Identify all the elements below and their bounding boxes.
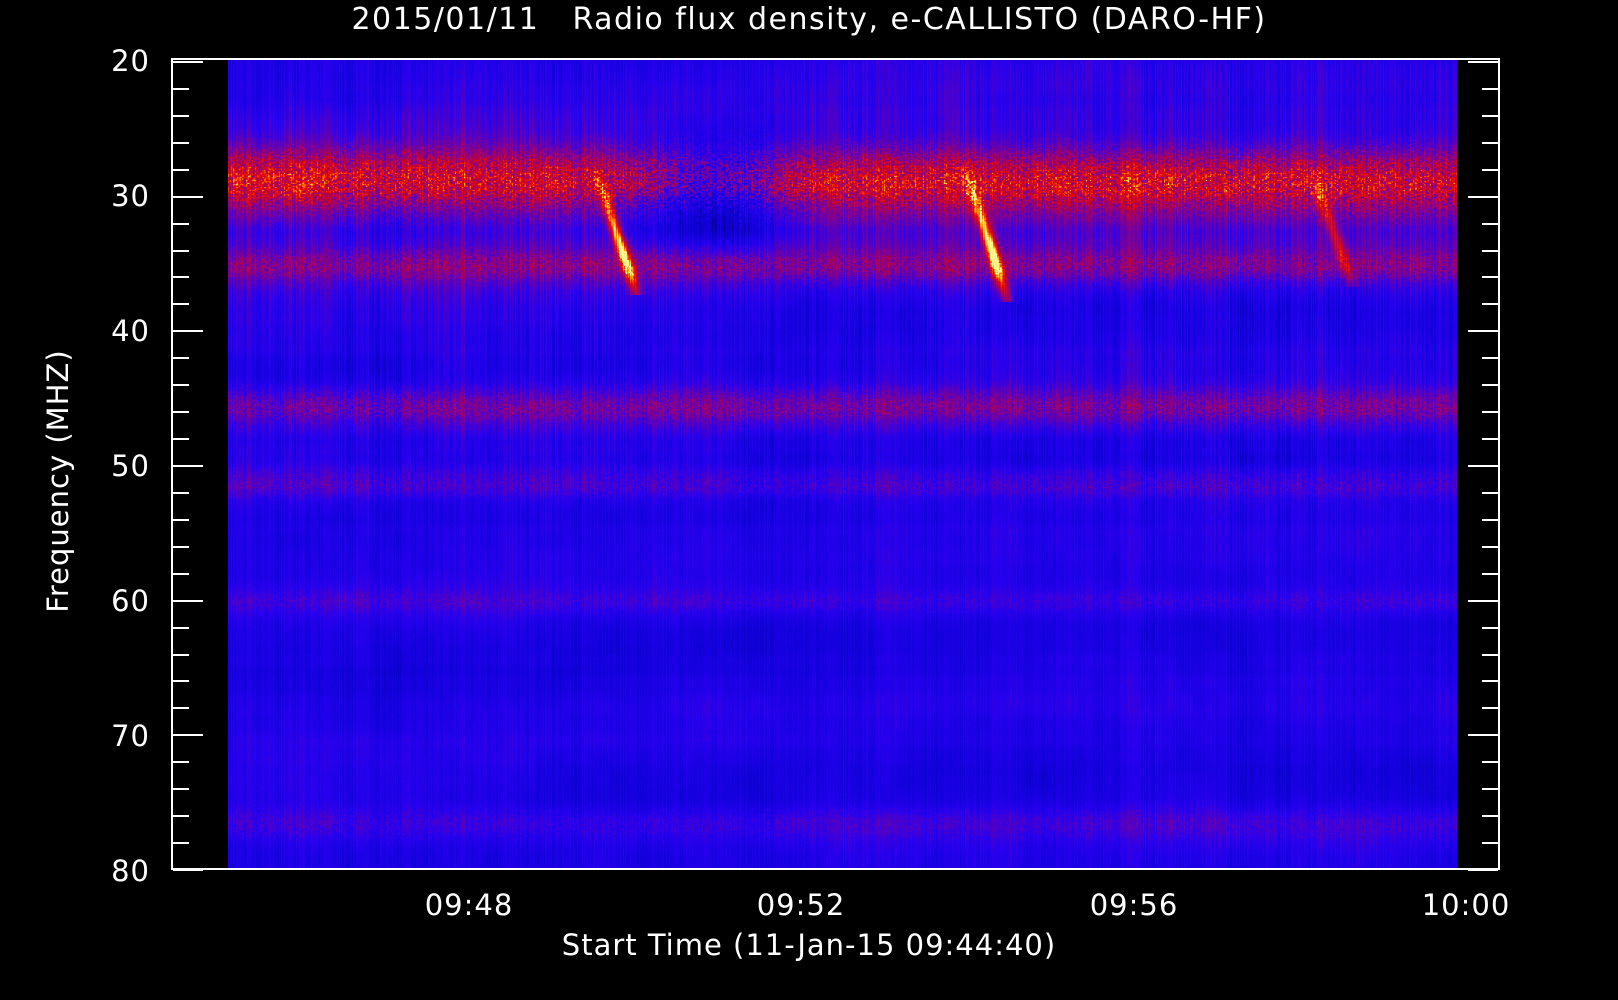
y-axis-minor-tick (1482, 141, 1498, 144)
y-axis-minor-tick (1482, 518, 1498, 521)
y-axis-minor-tick (173, 222, 189, 225)
y-axis-minor-tick (1482, 572, 1498, 575)
y-axis-minor-tick (173, 384, 189, 387)
y-axis-minor-tick (1482, 114, 1498, 117)
y-axis-minor-tick (1482, 788, 1498, 791)
y-axis-minor-tick (173, 707, 189, 710)
y-axis-minor-tick (1482, 626, 1498, 629)
y-axis-minor-tick (1482, 168, 1498, 171)
y-axis-minor-tick (1482, 303, 1498, 306)
y-axis-minor-tick (1482, 384, 1498, 387)
y-tick-label-70: 70 (111, 719, 150, 753)
spectrogram-image (228, 60, 1457, 868)
x-tick-label-1000: 10:00 (1421, 888, 1511, 922)
y-tick-label-40: 40 (111, 314, 150, 348)
y-axis-minor-tick (173, 491, 189, 494)
y-axis-minor-tick (173, 438, 189, 441)
y-axis-minor-tick (173, 114, 189, 117)
y-axis-major-tick (1468, 330, 1498, 333)
y-axis-minor-tick (1482, 491, 1498, 494)
y-axis-major-tick (1468, 734, 1498, 737)
y-axis-major-tick (173, 599, 203, 602)
y-axis-major-tick (173, 330, 203, 333)
y-axis-minor-tick (173, 545, 189, 548)
y-axis-minor-tick (173, 788, 189, 791)
x-tick-label-0956: 09:56 (1089, 888, 1179, 922)
y-tick-label-30: 30 (111, 179, 150, 213)
y-axis-minor-tick (173, 653, 189, 656)
y-axis-minor-tick (1482, 707, 1498, 710)
y-axis-minor-tick (1482, 222, 1498, 225)
y-axis-title-wrap: Frequency (MHZ) (0, 0, 75, 612)
spectrogram-canvas (228, 60, 1457, 868)
y-axis-minor-tick (173, 518, 189, 521)
y-axis-minor-tick (173, 626, 189, 629)
y-tick-label-60: 60 (111, 584, 150, 618)
y-axis-minor-tick (1482, 87, 1498, 90)
x-tick-label-0952: 09:52 (756, 888, 846, 922)
y-tick-label-50: 50 (111, 449, 150, 483)
y-axis-minor-tick (1482, 411, 1498, 414)
y-axis-minor-tick (173, 357, 189, 360)
y-axis-major-tick (1468, 61, 1498, 63)
y-axis-minor-tick (1482, 438, 1498, 441)
y-axis-minor-tick (173, 411, 189, 414)
y-axis-minor-tick (1482, 653, 1498, 656)
y-axis-major-tick (1468, 465, 1498, 467)
y-axis-minor-tick (173, 87, 189, 90)
y-axis-major-tick (1468, 869, 1498, 871)
y-axis-minor-tick (173, 276, 189, 279)
y-axis-major-tick (173, 734, 203, 737)
y-tick-label-80: 80 (111, 854, 150, 888)
y-axis-major-tick (173, 869, 203, 871)
y-axis-minor-tick (173, 842, 189, 845)
y-axis-title: Frequency (MHZ) (41, 349, 75, 613)
y-axis-major-tick (173, 465, 203, 467)
y-axis-major-tick (173, 61, 203, 63)
y-axis-minor-tick (1482, 357, 1498, 360)
y-axis-minor-tick (173, 249, 189, 252)
y-axis-major-tick (1468, 599, 1498, 602)
y-axis-major-tick (1468, 195, 1498, 198)
y-axis-minor-tick (173, 680, 189, 683)
x-axis-title: Start Time (11-Jan-15 09:44:40) (561, 928, 1057, 962)
y-axis-minor-tick (173, 572, 189, 575)
y-axis-minor-tick (1482, 761, 1498, 764)
y-axis-minor-tick (1482, 249, 1498, 252)
y-axis-minor-tick (173, 761, 189, 764)
y-axis-minor-tick (173, 815, 189, 818)
x-tick-label-0948: 09:48 (424, 888, 514, 922)
y-axis-minor-tick (1482, 276, 1498, 279)
y-axis-minor-tick (173, 141, 189, 144)
y-axis-minor-tick (1482, 815, 1498, 818)
y-tick-label-20: 20 (111, 44, 150, 78)
y-axis-minor-tick (1482, 680, 1498, 683)
y-axis-minor-tick (173, 303, 189, 306)
page-title: 2015/01/11 Radio flux density, e-CALLIST… (351, 2, 1267, 37)
y-axis-minor-tick (1482, 545, 1498, 548)
y-axis-minor-tick (173, 168, 189, 171)
y-axis-minor-tick (1482, 842, 1498, 845)
y-axis-major-tick (173, 195, 203, 198)
